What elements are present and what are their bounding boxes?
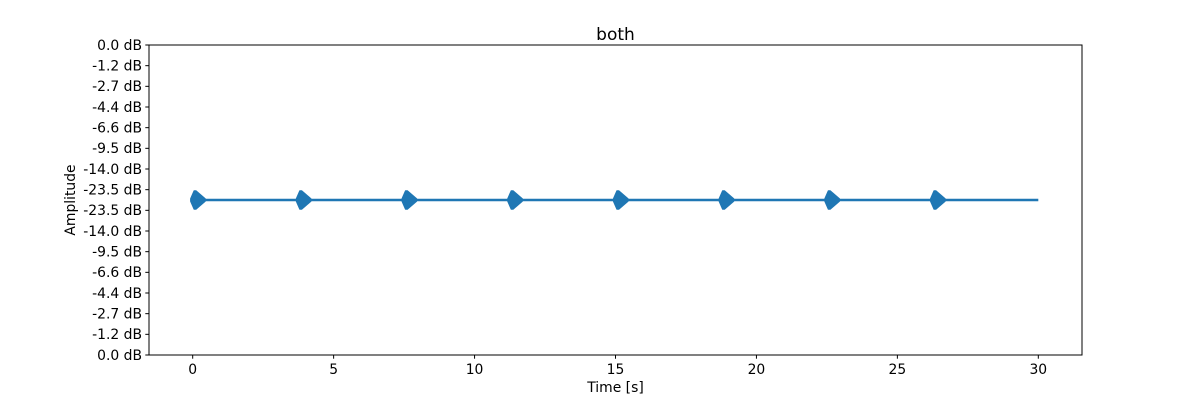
impulse-spike bbox=[930, 190, 946, 210]
y-tick-label: -14.0 dB bbox=[83, 162, 142, 178]
y-tick-label: 0.0 dB bbox=[97, 348, 142, 364]
x-axis-label: Time [s] bbox=[586, 380, 644, 396]
impulse-spike bbox=[295, 190, 312, 210]
y-tick-label: -2.7 dB bbox=[92, 306, 142, 322]
y-tick-label: -6.6 dB bbox=[92, 265, 142, 281]
impulse-spike bbox=[824, 190, 840, 210]
chart-title: both bbox=[596, 25, 635, 45]
y-tick-label: 0.0 dB bbox=[97, 38, 142, 54]
x-tick-label: 30 bbox=[1029, 362, 1047, 378]
y-tick-label: -14.0 dB bbox=[83, 224, 142, 240]
y-tick-label: -6.6 dB bbox=[92, 120, 142, 136]
impulse-spike bbox=[190, 190, 206, 210]
x-tick-label: 20 bbox=[748, 362, 766, 378]
y-axis-label: Amplitude bbox=[63, 164, 79, 235]
y-tick-label: -9.5 dB bbox=[92, 141, 142, 157]
impulse-spike bbox=[401, 190, 418, 210]
waveform-layer bbox=[190, 190, 1039, 210]
y-tick-label: -4.4 dB bbox=[92, 100, 142, 116]
y-tick-label: -1.2 dB bbox=[92, 58, 142, 74]
y-tick-label: -23.5 dB bbox=[83, 203, 142, 219]
axes-layer: 0 5 10 15 20 25 30 0.0 dB -1.2 dB -2.7 dB -4.4 dB -… bbox=[83, 38, 1083, 378]
y-tick-label: -23.5 dB bbox=[83, 182, 142, 198]
x-tick-label: 15 bbox=[607, 362, 625, 378]
y-tick-label: -1.2 dB bbox=[92, 327, 142, 343]
impulse-spike bbox=[718, 190, 735, 210]
x-tick-label: 25 bbox=[889, 362, 907, 378]
impulse-spike bbox=[507, 190, 523, 210]
x-tick-label: 5 bbox=[329, 362, 338, 378]
x-tick-label: 0 bbox=[188, 362, 197, 378]
y-tick-label: -2.7 dB bbox=[92, 79, 142, 95]
impulse-spike bbox=[612, 190, 629, 210]
y-tick-label: -9.5 dB bbox=[92, 244, 142, 260]
y-tick-label: -4.4 dB bbox=[92, 286, 142, 302]
x-tick-label: 10 bbox=[466, 362, 484, 378]
